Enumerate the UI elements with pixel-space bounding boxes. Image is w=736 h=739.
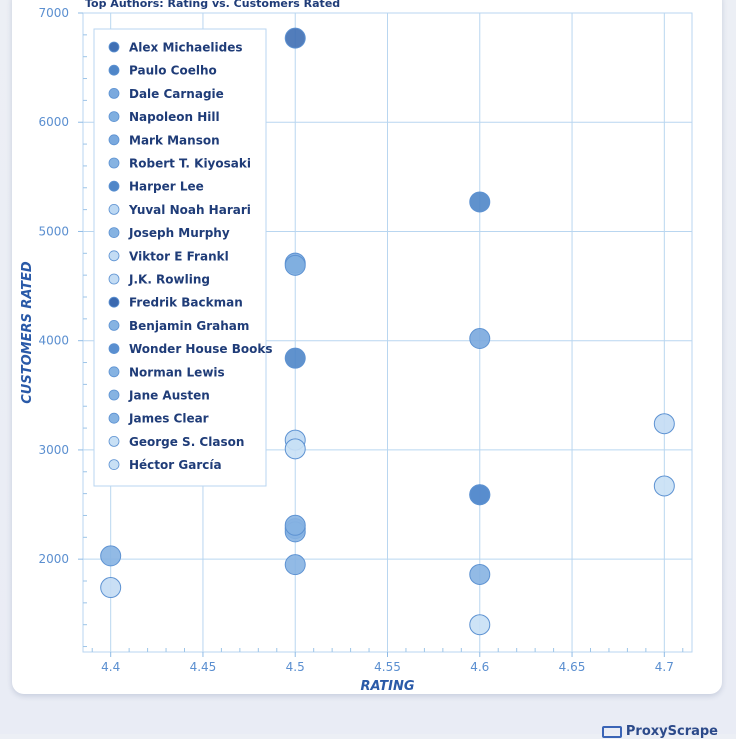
data-point: [469, 484, 491, 506]
legend-marker: [108, 157, 120, 169]
legend-marker: [108, 250, 120, 262]
legend-entry-label: Norman Lewis: [129, 365, 225, 379]
legend-marker: [108, 64, 120, 76]
legend-marker: [108, 296, 120, 308]
legend-entry-label: Alex Michaelides: [129, 41, 243, 55]
y-tick-label: 6000: [38, 115, 69, 129]
legend-entry-label: George S. Clason: [129, 435, 244, 449]
legend-entry-label: Dale Carnagie: [129, 87, 224, 101]
legend-entry-label: Viktor E Frankl: [129, 249, 229, 263]
data-point: [469, 614, 491, 636]
x-tick-label: 4.7: [655, 660, 674, 674]
legend-entry-label: Yuval Noah Harari: [128, 203, 251, 217]
legend-entry-label: Joseph Murphy: [128, 226, 230, 240]
y-tick-label: 2000: [38, 552, 69, 566]
y-axis-label: CUSTOMERS RATED: [20, 261, 35, 404]
proxyscrape-icon: [601, 725, 622, 738]
x-tick-label: 4.5: [286, 660, 305, 674]
x-tick-label: 4.55: [374, 660, 401, 674]
legend-marker: [108, 88, 120, 99]
chart-title: Top Authors: Rating vs. Customers Rated: [85, 0, 341, 10]
data-point: [100, 577, 122, 599]
legend-marker: [108, 41, 120, 53]
data-point: [284, 514, 306, 536]
legend-entry-label: Benjamin Graham: [129, 319, 249, 333]
legend-marker: [108, 273, 120, 285]
data-point: [469, 328, 491, 350]
x-tick-label: 4.45: [190, 660, 217, 674]
legend-box: [93, 28, 267, 487]
legend-entry-label: Harper Lee: [129, 180, 204, 194]
legend-entry-label: Paulo Coelho: [129, 64, 217, 78]
legend-entry-label: James Clear: [128, 412, 209, 426]
data-point: [469, 191, 491, 213]
legend-marker: [108, 319, 120, 331]
legend-marker: [108, 180, 120, 192]
data-point: [469, 563, 491, 585]
legend-marker: [108, 366, 120, 378]
data-point: [284, 554, 306, 576]
x-tick-label: 4.65: [559, 660, 586, 674]
legend-entry-label: Robert T. Kiyosaki: [129, 157, 251, 171]
y-tick-label: 3000: [38, 443, 69, 457]
legend-marker: [108, 412, 120, 424]
y-tick-label: 5000: [38, 224, 69, 238]
data-point: [100, 545, 122, 567]
x-tick-label: 4.6: [470, 660, 489, 674]
x-tick-label: 4.4: [101, 660, 120, 674]
legend-entry-label: Mark Manson: [129, 133, 220, 147]
data-point: [653, 475, 675, 497]
data-point: [653, 413, 675, 435]
y-tick-label: 7000: [38, 6, 69, 20]
x-axis-label: RATING: [360, 679, 414, 694]
legend-marker: [108, 343, 120, 355]
legend-marker: [108, 227, 120, 239]
legend-marker: [108, 435, 120, 447]
data-point: [284, 27, 306, 49]
brand-name: ProxyScrape: [625, 724, 718, 739]
data-point: [284, 438, 306, 460]
legend-entry-label: Fredrik Backman: [129, 296, 243, 310]
legend-marker: [108, 134, 120, 146]
data-point: [284, 254, 306, 276]
legend-marker: [108, 459, 120, 471]
brand-logo: ProxyScrape: [601, 724, 718, 739]
legend-entry-label: Wonder House Books: [129, 342, 272, 356]
legend-marker: [108, 389, 120, 401]
legend-entry-label: J.K. Rowling: [128, 273, 210, 287]
data-point: [284, 347, 306, 369]
y-tick-label: 4000: [38, 334, 69, 348]
legend-marker: [108, 203, 120, 215]
legend-entry-label: Jane Austen: [128, 389, 210, 403]
legend-entry-label: Héctor García: [129, 458, 222, 472]
legend-entry-label: Napoleon Hill: [129, 110, 220, 124]
legend-marker: [108, 111, 120, 122]
